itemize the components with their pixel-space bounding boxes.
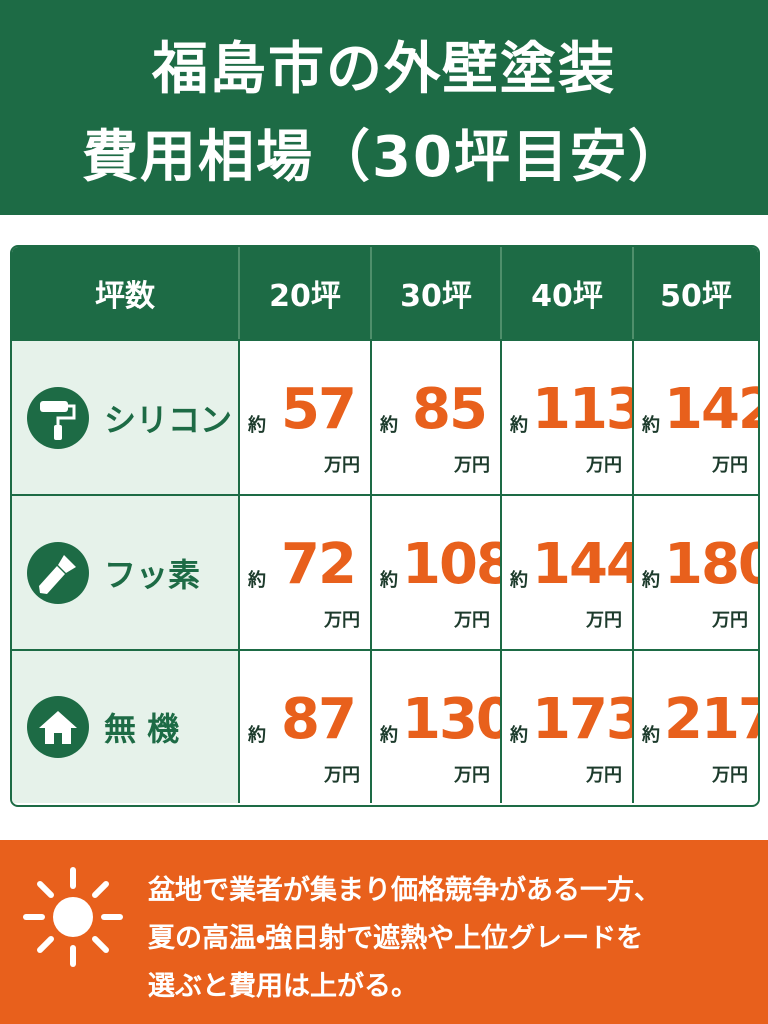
row-icon: [27, 541, 89, 604]
footer-line: 選ぶと費用は上がる。: [148, 971, 418, 1002]
price-table: 坪数20坪30坪40坪50坪シリコン約57万円約85万円約113万円約142万円…: [10, 245, 760, 807]
footer-line: 夏の高温・強日射で遮熱や上位グレードを: [148, 923, 644, 954]
price-value: 108: [402, 532, 515, 597]
price-value: 72: [281, 532, 357, 597]
price-cell: 約142 万円: [632, 339, 758, 494]
price-value: 85: [412, 377, 488, 442]
price-prefix: 約: [510, 570, 528, 591]
price-unit: 万円: [324, 610, 360, 631]
row-icon: [27, 696, 89, 758]
price-value: 173: [532, 687, 645, 752]
price-cell: 約217 万円: [632, 649, 758, 803]
price-value: 144: [532, 532, 645, 597]
price-prefix: 約: [510, 725, 528, 746]
price-cell: 約 85 万円: [370, 339, 500, 494]
footer: 盆地で業者が集まり価格競争がある一方、 夏の高温・強日射で遮熱や上位グレードを …: [0, 840, 768, 1024]
price-unit: 万円: [324, 765, 360, 786]
price-cell: 約180 万円: [632, 494, 758, 649]
price-unit: 万円: [712, 610, 748, 631]
price-prefix: 約: [248, 570, 266, 591]
price-prefix: 約: [248, 415, 266, 436]
price-cell: 約 87 万円: [238, 649, 370, 803]
price-unit: 万円: [454, 610, 490, 631]
price-unit: 万円: [454, 455, 490, 476]
price-unit: 万円: [586, 765, 622, 786]
price-prefix: 約: [510, 415, 528, 436]
header: 福島市の外壁塗装 費用相場（30坪目安）: [0, 0, 768, 215]
price-prefix: 約: [380, 415, 398, 436]
price-unit: 万円: [324, 455, 360, 476]
price-cell: 約 57 万円: [238, 339, 370, 494]
price-cell: 約 113 万円: [500, 339, 645, 494]
price-prefix: 約: [248, 725, 266, 746]
column-header: 30坪: [370, 247, 500, 339]
price-cell: 約 173 万円: [500, 649, 645, 803]
row-label: シリコン: [104, 400, 233, 439]
row-label-cell: 無 機: [12, 649, 238, 803]
price-cell: 約 108 万円: [370, 494, 515, 649]
price-value: 142: [664, 377, 758, 442]
column-header: 50坪: [632, 247, 758, 339]
price-unit: 万円: [586, 610, 622, 631]
price-value: 113: [532, 377, 645, 442]
price-value: 130: [402, 687, 515, 752]
row-label-cell: シリコン: [12, 339, 238, 494]
price-unit: 万円: [586, 455, 622, 476]
column-header: 20坪: [238, 247, 370, 339]
price-prefix: 約: [380, 570, 398, 591]
price-cell: 約 144 万円: [500, 494, 645, 649]
sun-icon: [23, 867, 123, 967]
price-cell: 約 72 万円: [238, 494, 370, 649]
row-label-cell: フッ素: [12, 494, 238, 649]
row-label: フッ素: [104, 555, 201, 594]
title-line: 福島市の外壁塗装: [152, 37, 616, 102]
row-label: 無 機: [104, 710, 180, 748]
price-unit: 万円: [712, 455, 748, 476]
price-value: 180: [664, 532, 758, 597]
price-cell: 約 130 万円: [370, 649, 515, 803]
title-line: 費用相場（30坪目安）: [82, 125, 686, 190]
price-value: 57: [281, 377, 357, 442]
footer-line: 盆地で業者が集まり価格競争がある一方、: [148, 875, 661, 906]
price-prefix: 約: [642, 415, 660, 436]
price-value: 217: [664, 687, 758, 752]
price-unit: 万円: [454, 765, 490, 786]
column-header: 40坪: [500, 247, 632, 339]
row-icon: [27, 386, 89, 449]
price-prefix: 約: [642, 725, 660, 746]
column-header: 坪数: [12, 247, 238, 339]
price-prefix: 約: [380, 725, 398, 746]
price-prefix: 約: [642, 570, 660, 591]
price-value: 87: [281, 687, 357, 752]
price-unit: 万円: [712, 765, 748, 786]
